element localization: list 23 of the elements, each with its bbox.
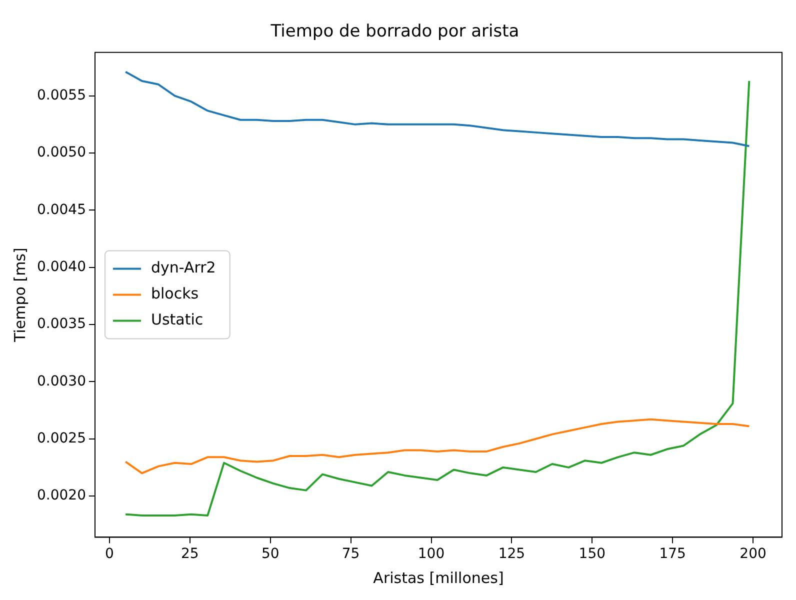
y-tick-label: 0.0050 — [36, 144, 86, 161]
x-tick-label: 125 — [498, 546, 526, 562]
legend-label: Ustatic — [150, 310, 204, 329]
y-tick-label: 0.0030 — [36, 373, 86, 390]
y-tick-label: 0.0045 — [36, 202, 86, 218]
legend-label: blocks — [150, 284, 199, 303]
y-tick-label: 0.0055 — [36, 87, 86, 104]
y-tick-label: 0.0020 — [36, 488, 86, 504]
x-tick-label: 25 — [181, 546, 199, 562]
x-tick-label: 0 — [105, 546, 114, 562]
x-axis-title: Aristas [millones] — [373, 568, 504, 587]
y-tick-label: 0.0025 — [36, 430, 86, 447]
y-tick-label: 0.0040 — [36, 259, 86, 275]
x-tick-label: 75 — [342, 546, 360, 562]
chart-title: Tiempo de borrado por arista — [270, 22, 520, 42]
x-tick-label: 200 — [740, 546, 766, 562]
x-tick-label: 175 — [659, 546, 686, 562]
y-axis-title: Tiempo [ms] — [10, 248, 29, 343]
x-tick-label: 100 — [418, 546, 445, 562]
y-tick-label: 0.0035 — [36, 316, 86, 332]
x-tick-label: 150 — [578, 546, 606, 562]
x-tick-label: 50 — [261, 546, 280, 562]
legend-label: dyn-Arr2 — [150, 258, 216, 277]
